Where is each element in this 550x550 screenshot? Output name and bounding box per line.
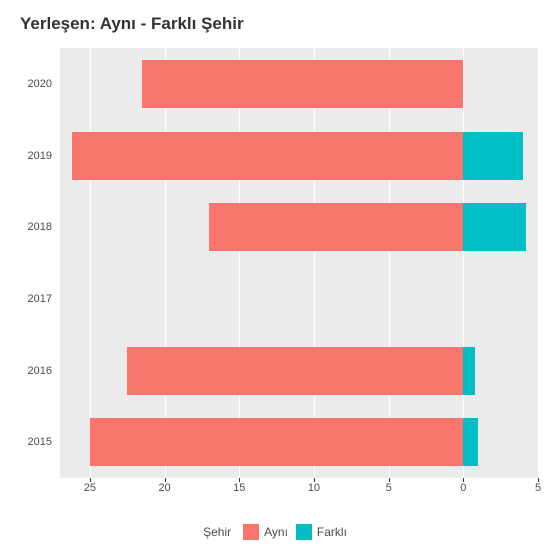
y-axis-label: 2015 [28, 436, 52, 448]
bar-farkli [463, 203, 526, 251]
bar-ayni [209, 203, 463, 251]
y-axis-label: 2016 [28, 365, 52, 377]
bar-ayni [72, 132, 463, 180]
grid-line [463, 48, 464, 478]
legend-item-ayni: Aynı [243, 524, 288, 540]
grid-line [239, 48, 240, 478]
x-axis-label: 25 [84, 482, 96, 494]
x-axis-label: 5 [535, 482, 541, 494]
legend-label-farkli: Farklı [317, 525, 347, 539]
plot-area: 25201510505202020192018201720162015 [60, 48, 538, 478]
grid-line [538, 48, 539, 478]
grid-line [314, 48, 315, 478]
bar-ayni [142, 60, 463, 108]
chart-container: Yerleşen: Aynı - Farklı Şehir 2520151050… [0, 0, 550, 550]
y-axis-label: 2020 [28, 78, 52, 90]
chart-title: Yerleşen: Aynı - Farklı Şehir [20, 14, 244, 34]
legend-item-farkli: Farklı [296, 524, 347, 540]
legend: Şehir Aynı Farklı [0, 524, 550, 540]
legend-swatch-farkli [296, 524, 312, 540]
y-axis-label: 2018 [28, 221, 52, 233]
bar-ayni [127, 347, 463, 395]
x-axis-label: 15 [233, 482, 245, 494]
x-axis-label: 0 [460, 482, 466, 494]
x-axis-label: 5 [386, 482, 392, 494]
bar-ayni [90, 418, 463, 466]
y-axis-label: 2017 [28, 293, 52, 305]
bar-farkli [463, 418, 478, 466]
x-axis-label: 10 [308, 482, 320, 494]
grid-line [90, 48, 91, 478]
legend-swatch-ayni [243, 524, 259, 540]
legend-title: Şehir [203, 525, 231, 539]
legend-label-ayni: Aynı [264, 525, 288, 539]
x-axis-label: 20 [158, 482, 170, 494]
grid-line [165, 48, 166, 478]
grid-line [389, 48, 390, 478]
bar-farkli [463, 132, 523, 180]
y-axis-label: 2019 [28, 150, 52, 162]
bar-farkli [463, 347, 475, 395]
